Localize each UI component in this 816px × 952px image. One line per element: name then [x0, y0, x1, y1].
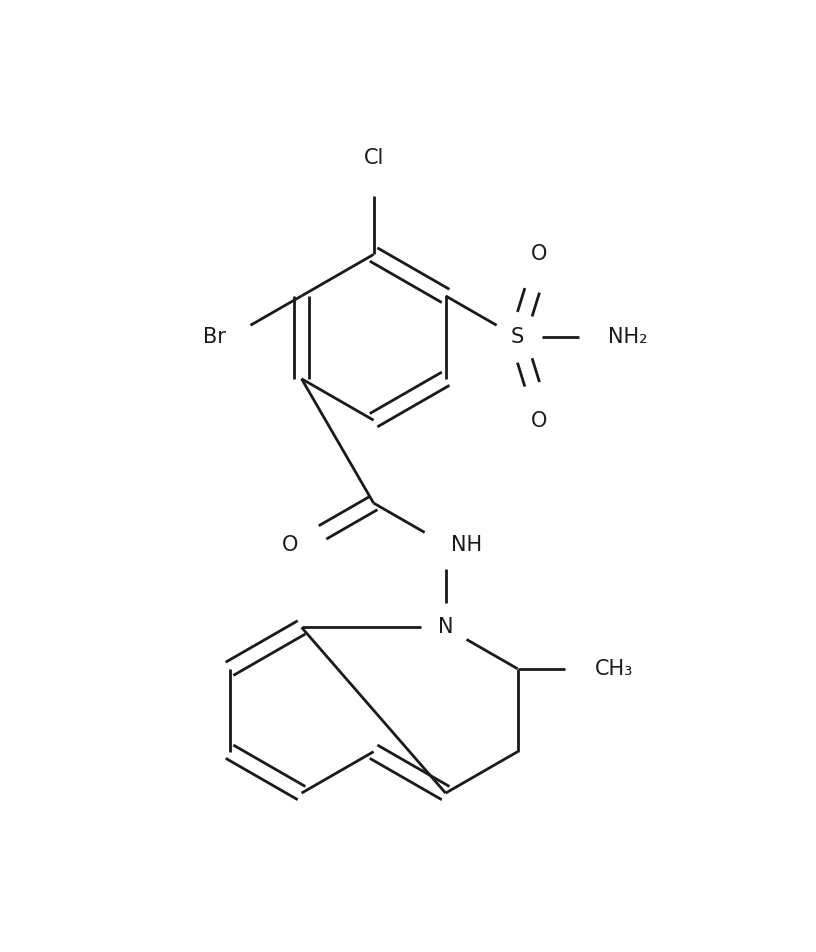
Text: O: O	[531, 244, 548, 264]
Text: Br: Br	[203, 327, 226, 347]
Text: O: O	[282, 534, 299, 554]
Text: NH₂: NH₂	[608, 327, 648, 347]
Text: NH: NH	[450, 534, 481, 554]
Text: S: S	[511, 327, 524, 347]
Text: N: N	[438, 617, 454, 638]
Text: O: O	[531, 410, 548, 430]
Text: CH₃: CH₃	[595, 659, 633, 679]
Text: Cl: Cl	[363, 149, 384, 169]
